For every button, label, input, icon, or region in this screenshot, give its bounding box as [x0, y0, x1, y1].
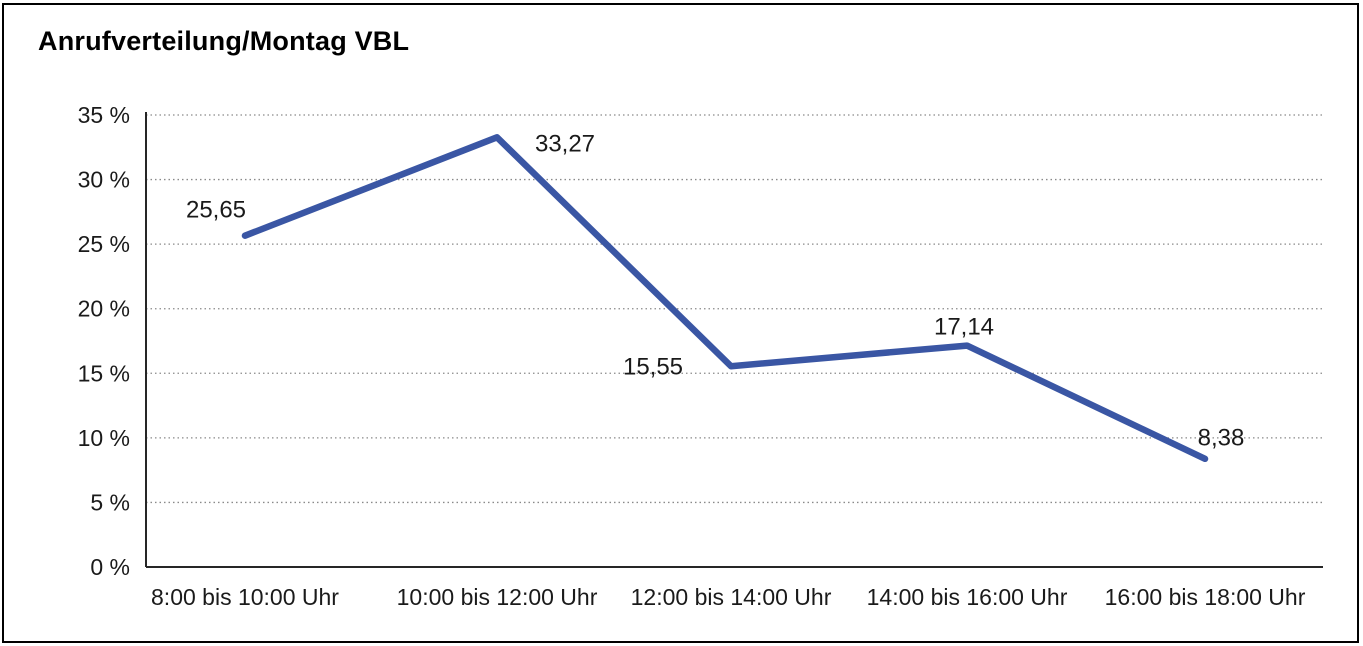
x-axis-tick-label: 10:00 bis 12:00 Uhr	[397, 584, 598, 610]
data-point-value-label: 8,38	[1198, 425, 1245, 452]
x-axis-tick-label: 16:00 bis 18:00 Uhr	[1105, 584, 1306, 610]
y-axis-tick-label: 15 %	[78, 360, 130, 386]
y-axis-tick-label: 0 %	[90, 554, 130, 580]
data-point-value-label: 17,14	[934, 314, 994, 341]
y-axis-tick-label: 35 %	[78, 102, 130, 128]
y-axis-tick-label: 30 %	[78, 167, 130, 193]
x-axis-tick-label: 12:00 bis 14:00 Uhr	[631, 584, 832, 610]
data-point-value-label: 25,65	[186, 197, 246, 224]
x-axis-tick-label: 14:00 bis 16:00 Uhr	[867, 584, 1068, 610]
chart-title: Anrufverteilung/Montag VBL	[38, 26, 410, 56]
y-axis-tick-label: 10 %	[78, 425, 130, 451]
y-axis-tick-label: 25 %	[78, 231, 130, 257]
x-axis-tick-label: 8:00 bis 10:00 Uhr	[151, 584, 339, 610]
data-point-value-label: 15,55	[623, 354, 683, 381]
y-axis-tick-label: 20 %	[78, 296, 130, 322]
y-axis-tick-label: 5 %	[90, 489, 130, 515]
data-point-value-label: 33,27	[535, 131, 595, 158]
data-series-line	[241, 134, 1209, 463]
